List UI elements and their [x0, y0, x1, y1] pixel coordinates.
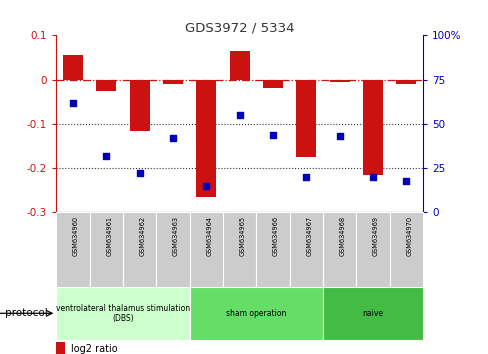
Point: [102, 153, 110, 159]
Text: GSM634965: GSM634965: [239, 216, 245, 256]
Point: [335, 133, 343, 139]
Point: [302, 174, 309, 180]
Bar: [56, 287, 189, 340]
Text: GSM634967: GSM634967: [305, 216, 312, 256]
Bar: [129, 80, 149, 131]
Text: GSM634963: GSM634963: [173, 216, 179, 256]
Point: [135, 171, 143, 176]
Bar: [329, 80, 349, 82]
Text: GSM634961: GSM634961: [106, 216, 112, 256]
Bar: [362, 80, 382, 175]
Point: [268, 132, 276, 137]
Text: GSM634970: GSM634970: [406, 216, 411, 256]
Bar: [89, 212, 122, 287]
Bar: [263, 80, 283, 88]
Bar: [356, 212, 389, 287]
Bar: [56, 212, 89, 287]
Bar: [122, 212, 156, 287]
Bar: [56, 342, 65, 354]
Bar: [296, 80, 316, 157]
Bar: [163, 80, 183, 84]
Bar: [389, 212, 422, 287]
Point: [169, 135, 177, 141]
Point: [402, 178, 409, 183]
Bar: [256, 212, 289, 287]
Bar: [63, 55, 83, 80]
Bar: [223, 212, 256, 287]
Bar: [189, 287, 322, 340]
Bar: [229, 51, 249, 80]
Text: GSM634968: GSM634968: [339, 216, 345, 256]
Bar: [289, 212, 322, 287]
Point: [202, 183, 210, 189]
Title: GDS3972 / 5334: GDS3972 / 5334: [184, 21, 294, 34]
Text: GSM634960: GSM634960: [73, 216, 79, 256]
Bar: [189, 212, 223, 287]
Bar: [322, 287, 422, 340]
Text: GSM634966: GSM634966: [272, 216, 278, 256]
Point: [368, 174, 376, 180]
Bar: [395, 80, 415, 84]
Bar: [96, 80, 116, 91]
Text: ventrolateral thalamus stimulation
(DBS): ventrolateral thalamus stimulation (DBS): [56, 304, 190, 323]
Text: naive: naive: [362, 309, 383, 318]
Text: GSM634964: GSM634964: [206, 216, 212, 256]
Bar: [156, 212, 189, 287]
Text: GSM634962: GSM634962: [139, 216, 145, 256]
Text: protocol: protocol: [5, 308, 47, 318]
Point: [69, 100, 77, 105]
Text: sham operation: sham operation: [225, 309, 286, 318]
Point: [235, 112, 243, 118]
Text: GSM634969: GSM634969: [372, 216, 378, 256]
Bar: [196, 80, 216, 197]
Bar: [322, 212, 356, 287]
Text: log2 ratio: log2 ratio: [71, 344, 117, 354]
